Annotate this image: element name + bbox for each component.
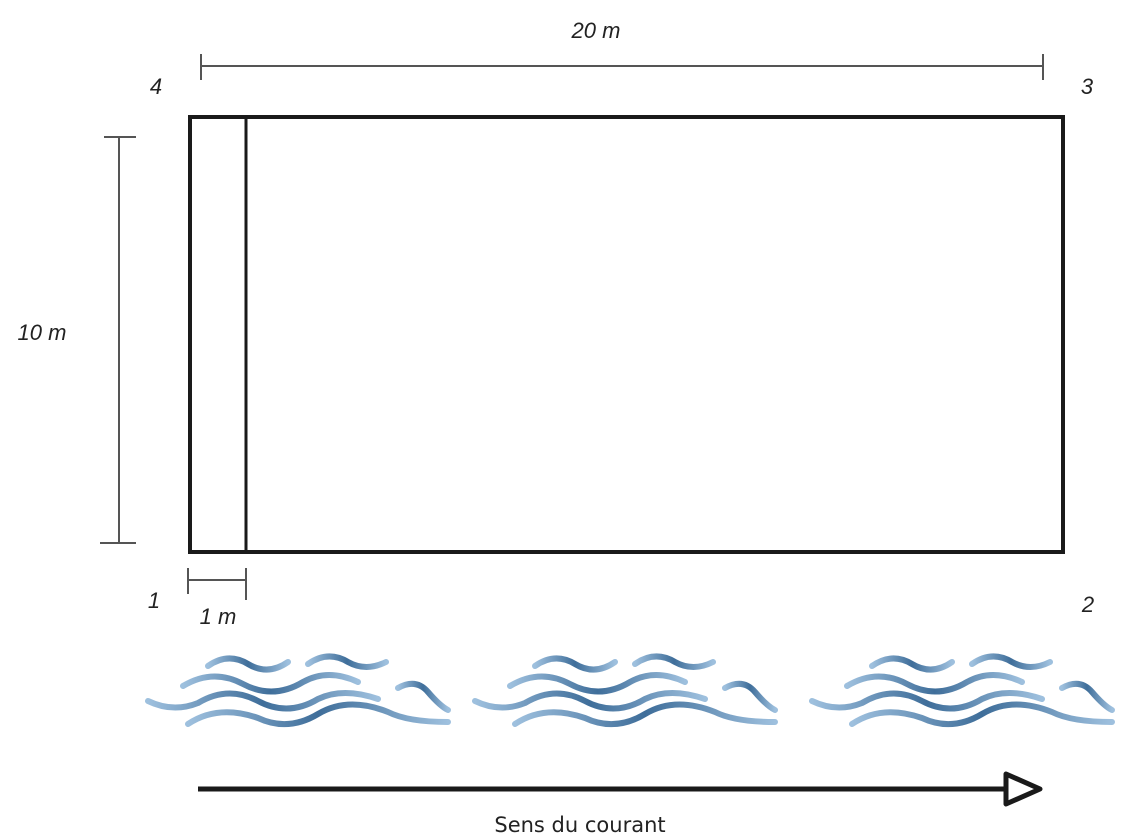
corner-label-3: 3 [1081, 74, 1094, 99]
strip-dimension: 1 m [187, 568, 247, 629]
corner-label-1: 1 [148, 588, 160, 613]
strip-label: 1 m [200, 604, 237, 629]
width-dimension: 10 m [18, 136, 136, 544]
current-arrow-icon [198, 771, 1043, 807]
length-label: 20 m [571, 18, 621, 43]
corner-label-2: 2 [1081, 592, 1094, 617]
width-label: 10 m [18, 320, 67, 345]
water-waves-icon [148, 656, 1112, 724]
corner-label-4: 4 [150, 74, 162, 99]
current-caption: Sens du courant [494, 813, 665, 836]
site-rectangle [188, 115, 1065, 554]
length-dimension: 20 m [200, 18, 1044, 80]
